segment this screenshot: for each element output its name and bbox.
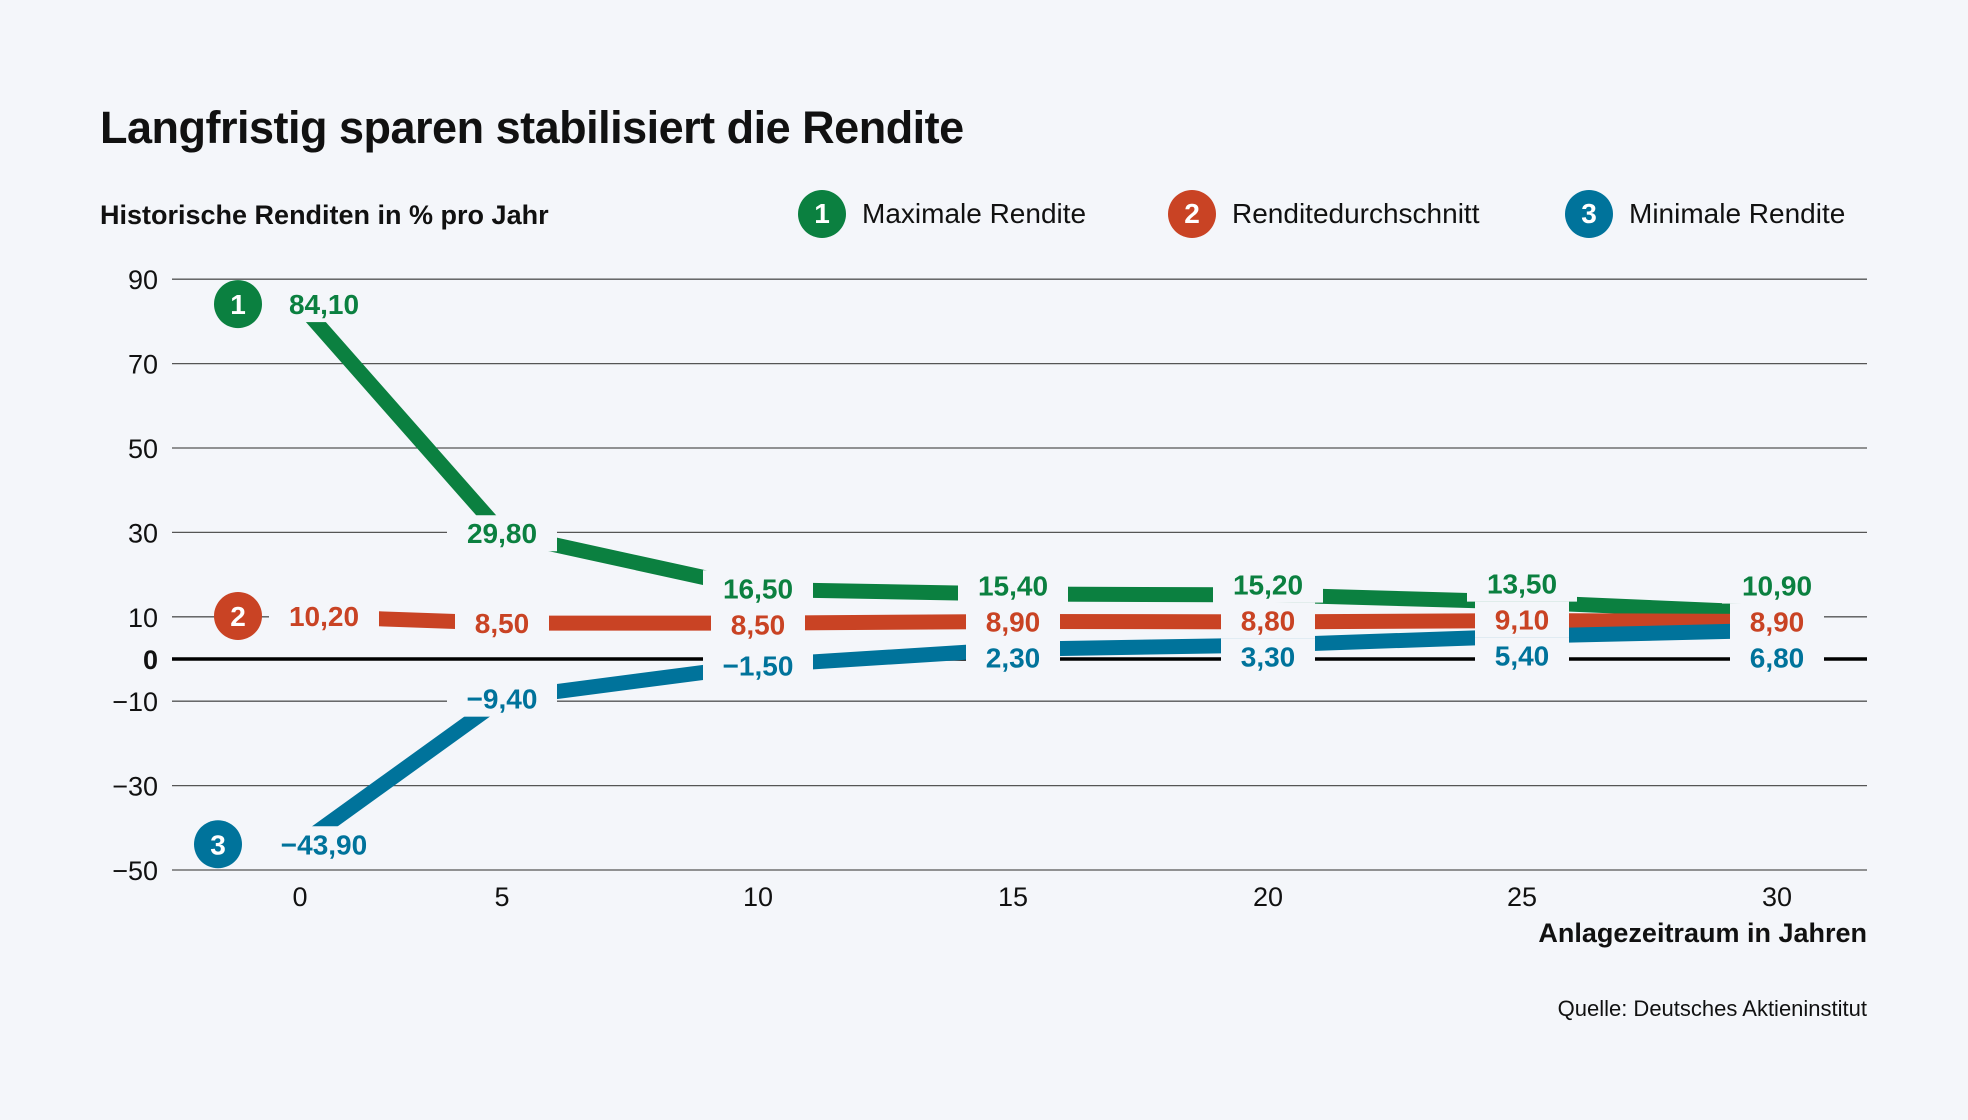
data-label: 29,80 (467, 518, 537, 549)
legend-label: Minimale Rendite (1629, 198, 1846, 229)
data-label: 13,50 (1487, 569, 1557, 600)
data-label: 15,20 (1233, 570, 1303, 601)
data-label: 5,40 (1495, 641, 1550, 672)
y-tick-label: −10 (112, 687, 158, 717)
y-tick-label: 50 (128, 434, 158, 464)
x-tick-label: 10 (743, 882, 773, 912)
data-label-background (455, 605, 549, 642)
legend-item-min: 3 Minimale Rendite (1565, 190, 1845, 238)
data-label: 3,30 (1241, 642, 1296, 673)
data-label-background (958, 567, 1068, 604)
y-tick-label: −30 (112, 772, 158, 802)
x-tick-label: 25 (1507, 882, 1537, 912)
data-label-background (966, 639, 1060, 676)
source-note: Quelle: Deutsches Aktieninstitut (1557, 996, 1867, 1021)
data-label-background (261, 826, 387, 863)
data-label: 84,10 (289, 289, 359, 320)
series-badge-3 (194, 820, 242, 869)
data-label-background (1221, 638, 1315, 675)
x-axis-title: Anlagezeitraum in Jahren (1538, 918, 1867, 948)
data-label: −43,90 (281, 829, 367, 860)
data-label-background (1722, 567, 1832, 604)
legend-badge-1: 1 (798, 190, 846, 238)
y-tick-label: 0 (143, 645, 158, 675)
x-tick-label: 5 (494, 882, 509, 912)
x-tick-label: 0 (292, 882, 307, 912)
series-badge-number: 2 (230, 601, 246, 632)
y-tick-label: 90 (128, 265, 158, 295)
data-label: 10,20 (289, 601, 359, 632)
legend-label: Renditedurchschnitt (1232, 198, 1480, 229)
data-label-background (703, 570, 813, 607)
data-label: −9,40 (467, 684, 538, 715)
data-label-background (1730, 603, 1824, 640)
data-label: 8,80 (1241, 606, 1296, 637)
y-tick-label: 10 (128, 603, 158, 633)
data-label: 2,30 (986, 643, 1041, 674)
data-label-background (1213, 566, 1323, 603)
y-tick-label: −50 (112, 856, 158, 886)
data-label-background (447, 680, 557, 717)
data-label-background (1467, 565, 1577, 602)
x-tick-label: 20 (1253, 882, 1283, 912)
data-label: 15,40 (978, 571, 1048, 602)
data-label-background (703, 647, 813, 684)
data-label: 16,50 (723, 573, 793, 604)
data-label-background (1221, 602, 1315, 639)
data-label-background (447, 515, 557, 552)
series-badge-number: 1 (230, 289, 246, 320)
data-label: 8,50 (475, 608, 530, 639)
data-label: 8,90 (986, 607, 1041, 638)
data-label-background (269, 286, 379, 323)
legend-item-avg: 2 Renditedurchschnitt (1168, 190, 1479, 238)
data-label-background (1475, 637, 1569, 674)
data-label: 10,90 (1742, 571, 1812, 602)
legend-label: Maximale Rendite (862, 198, 1087, 229)
series-badge-number: 3 (210, 829, 226, 860)
y-tick-label: 70 (128, 350, 158, 380)
series-badge-2 (214, 591, 262, 640)
y-axis-title: Historische Renditen in % pro Jahr (100, 200, 549, 230)
series-badge-1 (214, 280, 262, 329)
data-label: −1,50 (723, 650, 794, 681)
x-tick-label: 15 (998, 882, 1028, 912)
legend-badge-2: 2 (1168, 190, 1216, 238)
x-tick-label: 30 (1762, 882, 1792, 912)
chart-title: Langfristig sparen stabilisiert die Rend… (100, 102, 964, 153)
data-label-background (269, 597, 379, 634)
legend-item-max: 1 Maximale Rendite (798, 190, 1086, 238)
data-label-background (1730, 639, 1824, 676)
data-label: 8,90 (1750, 607, 1805, 638)
data-label-background (966, 603, 1060, 640)
data-label-background (711, 606, 805, 643)
data-label: 6,80 (1750, 643, 1805, 674)
data-label-background (1475, 601, 1569, 638)
y-tick-label: 30 (128, 518, 158, 548)
data-label: 9,10 (1495, 605, 1550, 636)
legend-badge-3: 3 (1565, 190, 1613, 238)
data-label: 8,50 (731, 609, 786, 640)
